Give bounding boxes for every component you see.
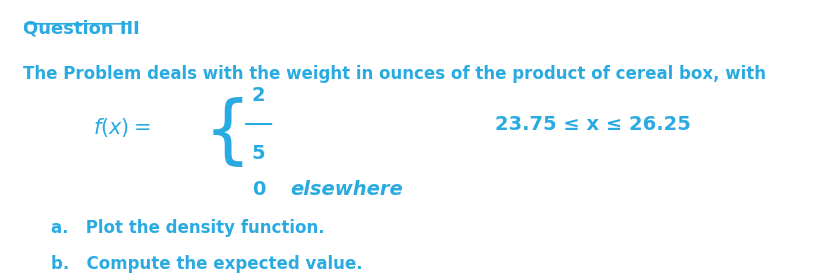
- Text: $f(x) =$: $f(x) =$: [93, 116, 151, 139]
- Text: 23.75 ≤ x ≤ 26.25: 23.75 ≤ x ≤ 26.25: [494, 115, 690, 134]
- Text: The Problem deals with the weight in ounces of the product of cereal box, with: The Problem deals with the weight in oun…: [22, 65, 765, 83]
- Text: elsewhere: elsewhere: [290, 181, 403, 200]
- Text: 2: 2: [251, 86, 265, 105]
- Text: b.   Compute the expected value.: b. Compute the expected value.: [50, 254, 362, 273]
- Text: 5: 5: [251, 144, 265, 163]
- Text: Question III: Question III: [22, 20, 139, 38]
- Text: {: {: [203, 97, 251, 170]
- Text: a.   Plot the density function.: a. Plot the density function.: [50, 219, 324, 237]
- Text: 0: 0: [251, 181, 265, 200]
